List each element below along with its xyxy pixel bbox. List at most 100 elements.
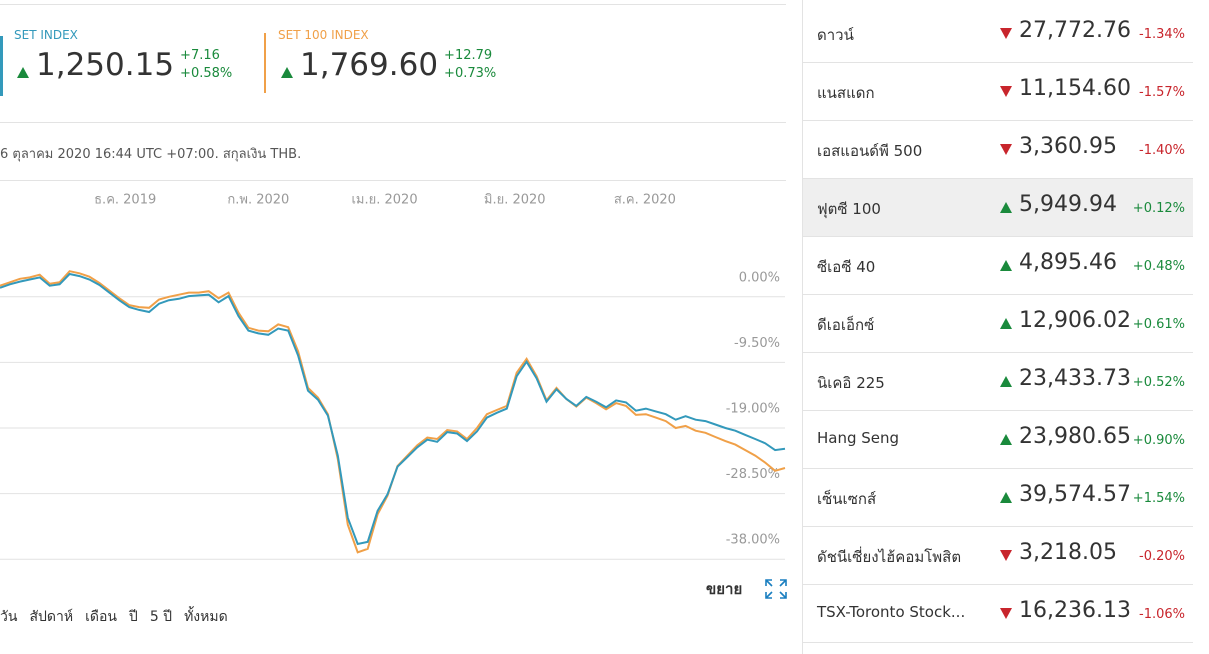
index-percent: +0.73%	[444, 66, 497, 81]
range-tab[interactable]: 5 ปี	[149, 609, 173, 625]
x-tick-label: ส.ค. 2020	[614, 193, 676, 208]
index-value: 1,769.60	[300, 47, 439, 83]
range-tab[interactable]: ทั้งหมด	[184, 609, 228, 625]
up-arrow	[1000, 376, 1012, 387]
market-value: 4,895.46	[1019, 250, 1117, 275]
up-arrow	[1000, 492, 1012, 503]
index-name: SET 100 INDEX	[278, 28, 369, 42]
market-value: 3,218.05	[1019, 540, 1117, 565]
market-row[interactable]: เอสแอนด์พี 500 3,360.95 -1.40%	[803, 120, 1193, 178]
market-row[interactable]: ดัชนีเซี่ยงไฮ้คอมโพสิต 3,218.05 -0.20%	[803, 526, 1193, 584]
market-change: +0.52%	[1132, 375, 1185, 390]
index-change: +7.16	[180, 48, 220, 63]
range-tab[interactable]: ปี	[128, 609, 138, 625]
divider	[803, 526, 1193, 527]
divider	[0, 180, 786, 181]
up-arrow	[17, 67, 29, 78]
series-line	[0, 270, 786, 554]
range-tab[interactable]: สัปดาห์	[29, 609, 74, 625]
index-name: SET INDEX	[14, 28, 78, 42]
down-arrow	[1000, 86, 1012, 97]
market-row[interactable]: แนสแดก 11,154.60 -1.57%	[803, 62, 1193, 120]
down-arrow	[1000, 608, 1012, 619]
market-change: -1.34%	[1139, 27, 1185, 42]
market-value: 23,433.73	[1019, 366, 1131, 391]
up-arrow	[1000, 434, 1012, 445]
x-tick-label: มิ.ย. 2020	[484, 193, 546, 208]
market-name: เอสแอนด์พี 500	[817, 142, 923, 160]
date-note: 6 ตุลาคม 2020 16:44 UTC +07:00. สกุลเงิน…	[0, 147, 302, 162]
expand-icon[interactable]	[764, 578, 788, 600]
index-accent	[0, 36, 3, 96]
divider	[803, 120, 1193, 121]
divider	[0, 122, 786, 123]
divider	[803, 642, 1193, 643]
y-tick-label: -19.00%	[726, 401, 780, 416]
up-arrow	[1000, 260, 1012, 271]
divider	[803, 352, 1193, 353]
market-row[interactable]: TSX-Toronto Stock... 16,236.13 -1.06%	[803, 584, 1193, 642]
divider	[803, 236, 1193, 237]
market-value: 27,772.76	[1019, 18, 1131, 43]
market-value: 16,236.13	[1019, 598, 1131, 623]
market-change: +0.48%	[1132, 259, 1185, 274]
market-name: แนสแดก	[817, 84, 875, 102]
market-list: ดาวน์ 27,772.76 -1.34% แนสแดก 11,154.60 -1.57…	[803, 0, 1193, 654]
range-tab[interactable]: วัน	[0, 609, 18, 625]
range-tab[interactable]: เดือน	[85, 609, 117, 625]
market-value: 3,360.95	[1019, 134, 1117, 159]
down-arrow	[1000, 550, 1012, 561]
market-name: ฟุตซี 100	[817, 200, 881, 218]
market-row[interactable]: ฟุตซี 100 5,949.94 +0.12%	[803, 178, 1193, 236]
divider	[803, 584, 1193, 585]
y-tick-label: -28.50%	[726, 467, 780, 482]
x-tick-label: เม.ย. 2020	[351, 193, 417, 208]
divider	[803, 294, 1193, 295]
divider	[803, 468, 1193, 469]
divider	[0, 4, 786, 5]
market-row[interactable]: นิเคอิ 225 23,433.73 +0.52%	[803, 352, 1193, 410]
market-value: 12,906.02	[1019, 308, 1131, 333]
market-value: 11,154.60	[1019, 76, 1131, 101]
market-name: นิเคอิ 225	[817, 374, 885, 392]
x-tick-label: ธ.ค. 2019	[94, 193, 156, 208]
market-change: -1.57%	[1139, 85, 1185, 100]
market-change: -1.06%	[1139, 607, 1185, 622]
index-change: +12.79	[444, 48, 493, 63]
y-tick-label: -38.00%	[726, 533, 780, 548]
expand-button[interactable]: ขยาย	[706, 580, 743, 598]
market-row[interactable]: Hang Seng 23,980.65 +0.90%	[803, 410, 1193, 468]
market-value: 39,574.57	[1019, 482, 1131, 507]
market-change: +0.12%	[1132, 201, 1185, 216]
market-name: ดัชนีเซี่ยงไฮ้คอมโพสิต	[817, 548, 962, 566]
y-tick-label: -9.50%	[734, 336, 780, 351]
series-line	[0, 272, 786, 546]
market-name: ซีเอซี 40	[817, 258, 876, 276]
index-value: 1,250.15	[36, 47, 175, 83]
market-value: 5,949.94	[1019, 192, 1117, 217]
market-name: ดีเอเอ็กซ์	[817, 316, 875, 334]
market-change: +0.61%	[1132, 317, 1185, 332]
market-change: -1.40%	[1139, 143, 1185, 158]
down-arrow	[1000, 28, 1012, 39]
panel-border	[802, 0, 803, 654]
market-value: 23,980.65	[1019, 424, 1131, 449]
divider	[803, 178, 1193, 179]
up-arrow	[1000, 318, 1012, 329]
divider	[803, 62, 1193, 63]
market-row[interactable]: ดาวน์ 27,772.76 -1.34%	[803, 4, 1193, 62]
market-change: +0.90%	[1132, 433, 1185, 448]
market-name: TSX-Toronto Stock...	[817, 603, 966, 621]
market-name: เซ็นเซกส์	[817, 490, 877, 508]
market-row[interactable]: เซ็นเซกส์ 39,574.57 +1.54%	[803, 468, 1193, 526]
chart: ธ.ค. 2019 ก.พ. 2020 เม.ย. 2020 มิ.ย. 2020 ส.…	[0, 193, 786, 560]
divider	[803, 410, 1193, 411]
market-row[interactable]: ดีเอเอ็กซ์ 12,906.02 +0.61%	[803, 294, 1193, 352]
market-change: -0.20%	[1139, 549, 1185, 564]
market-name: Hang Seng	[817, 429, 900, 447]
market-row[interactable]: ซีเอซี 40 4,895.46 +0.48%	[803, 236, 1193, 294]
market-name: ดาวน์	[817, 26, 854, 44]
range-tabs: วัน สัปดาห์ เดือน ปี 5 ปี ทั้งหมด	[0, 606, 240, 628]
index-accent	[264, 33, 266, 93]
